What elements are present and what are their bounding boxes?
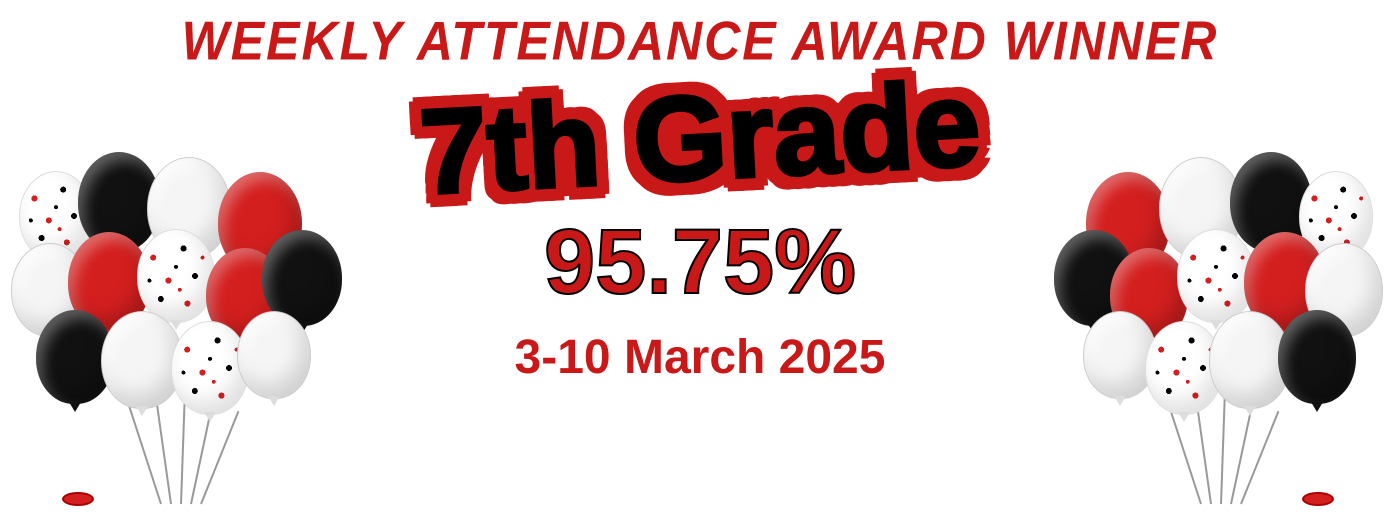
winning-grade: 7th Grade [417, 63, 983, 212]
banner-title: WEEKLY ATTENDANCE AWARD WINNER [182, 9, 1219, 73]
attendance-award-banner: WEEKLY ATTENDANCE AWARD WINNER 7th Grade… [0, 0, 1400, 512]
balloon-cluster-left [10, 152, 350, 512]
date-range: 3-10 March 2025 [515, 330, 886, 385]
balloon-icon [102, 312, 182, 408]
attendance-percent: 95.75% [544, 216, 856, 308]
balloon-icon [1178, 230, 1254, 322]
balloon-icon [138, 230, 214, 322]
balloon-icon [1084, 312, 1156, 398]
ribbon-spool-icon [62, 492, 94, 506]
balloon-icon [238, 312, 310, 398]
ribbon-spool-icon [1302, 492, 1334, 506]
balloon-icon [1278, 310, 1356, 404]
balloon-icon [172, 322, 248, 414]
balloon-cluster-right [1050, 152, 1390, 512]
